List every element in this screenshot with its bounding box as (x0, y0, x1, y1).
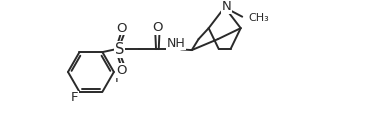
Text: O: O (152, 21, 163, 34)
Text: F: F (71, 91, 78, 104)
Text: O: O (117, 64, 127, 77)
Text: S: S (115, 42, 124, 57)
Text: F: F (115, 72, 123, 84)
Text: N: N (221, 0, 231, 13)
Text: O: O (117, 22, 127, 35)
Text: NH: NH (167, 37, 185, 50)
Text: CH₃: CH₃ (248, 13, 269, 23)
